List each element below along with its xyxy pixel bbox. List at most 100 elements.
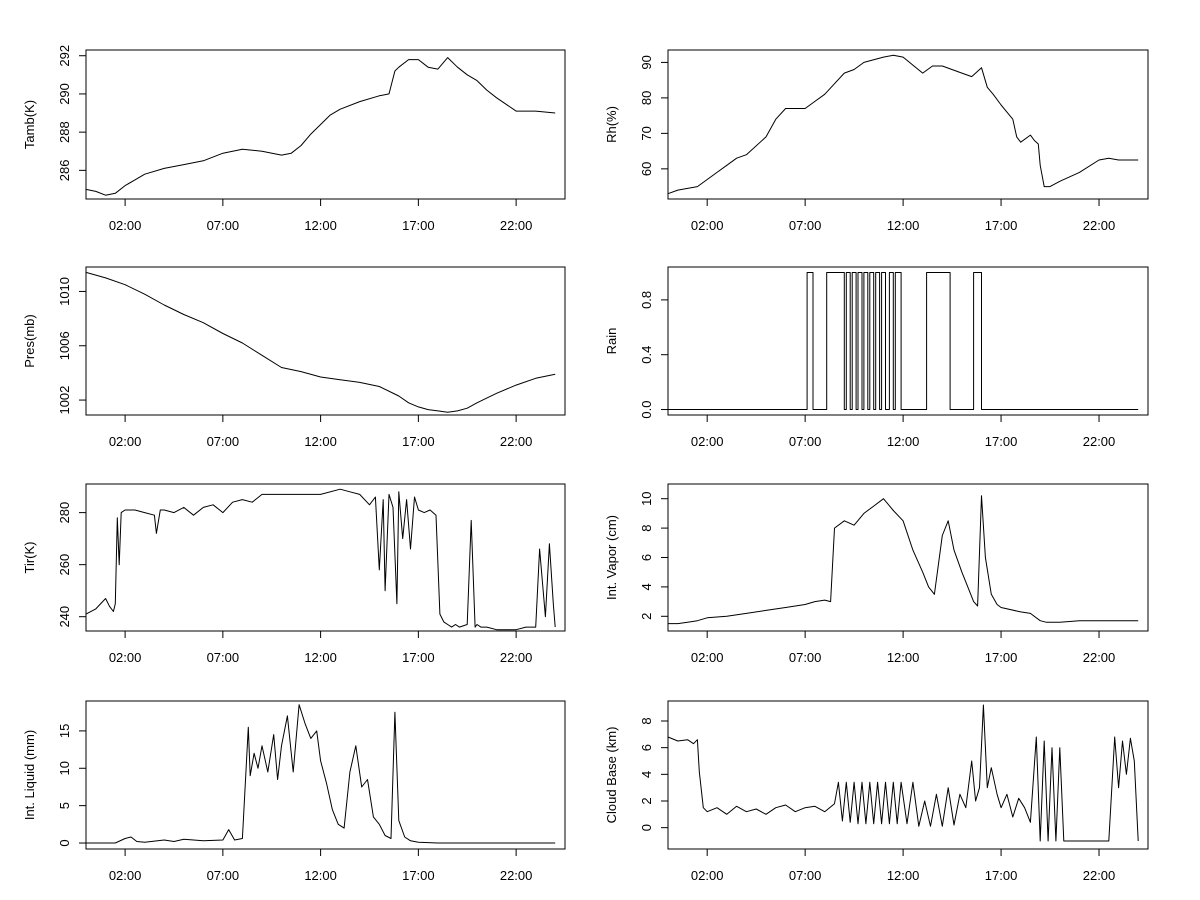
y-tick-label: 286 bbox=[57, 159, 72, 181]
x-tick-label: 07:00 bbox=[207, 218, 240, 233]
panel-4: 02:00 07:00 12:00 17:00 22:00 0.0 0.4 0.8 Rain bbox=[604, 266, 1149, 449]
series-line bbox=[667, 54, 1139, 195]
panel-7: 02:00 07:00 12:00 17:00 22:00 0 5 10 15 Int. Liqu… bbox=[22, 700, 566, 883]
series-line bbox=[85, 271, 556, 413]
plot-frame bbox=[667, 700, 1149, 850]
x-tick-label: 17:00 bbox=[985, 868, 1018, 883]
series-line bbox=[668, 495, 1139, 625]
x-tick-label: 22:00 bbox=[500, 434, 533, 449]
panel-6: 02:00 07:00 12:00 17:00 22:00 2 4 6 8 10 Int. Vapo… bbox=[604, 483, 1149, 665]
y-tick-label: 280 bbox=[57, 502, 72, 524]
x-tick-label: 22:00 bbox=[1083, 218, 1116, 233]
y-axis-label: Pres(mb) bbox=[22, 314, 37, 367]
y-tick-label: 8 bbox=[639, 524, 654, 531]
y-axis-label: Int. Vapor (cm) bbox=[604, 515, 619, 600]
series-line bbox=[86, 704, 556, 844]
plot-frame bbox=[85, 483, 566, 632]
y-tick-label: 10 bbox=[639, 491, 654, 505]
y-tick-label: 260 bbox=[57, 554, 72, 576]
x-tick-label: 17:00 bbox=[985, 218, 1018, 233]
x-tick-label: 17:00 bbox=[402, 218, 435, 233]
x-tick-label: 17:00 bbox=[402, 650, 435, 665]
y-tick-label: 290 bbox=[57, 83, 72, 105]
plot-frame bbox=[85, 49, 566, 200]
x-tick-label: 02:00 bbox=[691, 218, 724, 233]
x-tick-label: 07:00 bbox=[207, 650, 240, 665]
x-tick-label: 17:00 bbox=[985, 650, 1018, 665]
x-tick-label: 02:00 bbox=[109, 650, 142, 665]
x-tick-label: 07:00 bbox=[789, 868, 822, 883]
x-tick-label: 12:00 bbox=[887, 218, 920, 233]
y-tick-label: 1002 bbox=[57, 386, 72, 415]
plot-frame bbox=[85, 266, 566, 416]
x-tick-label: 22:00 bbox=[500, 650, 533, 665]
y-tick-label: 4 bbox=[639, 771, 654, 778]
x-tick-label: 07:00 bbox=[789, 218, 822, 233]
y-tick-label: 70 bbox=[639, 126, 654, 140]
series-line bbox=[85, 57, 556, 196]
y-tick-label: 6 bbox=[639, 744, 654, 751]
plot-frame bbox=[85, 700, 566, 850]
y-axis-label: Int. Liquid (mm) bbox=[22, 730, 37, 820]
y-tick-label: 8 bbox=[639, 717, 654, 724]
series-line bbox=[85, 488, 556, 631]
x-tick-label: 12:00 bbox=[887, 868, 920, 883]
x-tick-label: 17:00 bbox=[985, 434, 1018, 449]
x-tick-label: 07:00 bbox=[789, 650, 822, 665]
y-tick-label: 6 bbox=[639, 554, 654, 561]
y-tick-label: 0.8 bbox=[639, 291, 654, 309]
y-tick-label: 80 bbox=[639, 91, 654, 105]
y-axis-label: Tir(K) bbox=[22, 541, 37, 573]
y-tick-label: 2 bbox=[639, 797, 654, 804]
x-tick-label: 22:00 bbox=[1083, 868, 1116, 883]
x-tick-label: 12:00 bbox=[304, 650, 337, 665]
y-tick-label: 5 bbox=[57, 802, 72, 809]
y-tick-label: 0 bbox=[57, 839, 72, 846]
x-tick-label: 02:00 bbox=[691, 434, 724, 449]
y-tick-label: 90 bbox=[639, 55, 654, 69]
x-tick-label: 17:00 bbox=[402, 868, 435, 883]
y-tick-label: 0 bbox=[639, 824, 654, 831]
y-tick-label: 292 bbox=[57, 45, 72, 67]
y-tick-label: 0.4 bbox=[639, 346, 654, 364]
x-tick-label: 22:00 bbox=[500, 218, 533, 233]
x-tick-label: 02:00 bbox=[109, 434, 142, 449]
x-tick-label: 22:00 bbox=[1083, 434, 1116, 449]
x-tick-label: 17:00 bbox=[402, 434, 435, 449]
x-tick-label: 12:00 bbox=[887, 434, 920, 449]
y-tick-label: 240 bbox=[57, 606, 72, 628]
plot-frame bbox=[667, 266, 1149, 416]
y-tick-label: 288 bbox=[57, 121, 72, 143]
x-tick-label: 07:00 bbox=[207, 434, 240, 449]
x-tick-label: 22:00 bbox=[1083, 650, 1116, 665]
x-tick-label: 02:00 bbox=[691, 868, 724, 883]
x-tick-label: 02:00 bbox=[109, 868, 142, 883]
panel-3: 02:00 07:00 12:00 17:00 22:00 1002 1006 1010 Pre… bbox=[22, 266, 566, 449]
panel-5: 02:00 07:00 12:00 17:00 22:00 240 260 280 Tir(K) bbox=[22, 483, 566, 665]
x-tick-label: 12:00 bbox=[304, 434, 337, 449]
x-tick-label: 02:00 bbox=[691, 650, 724, 665]
x-tick-label: 12:00 bbox=[304, 868, 337, 883]
y-tick-label: 0.0 bbox=[639, 400, 654, 418]
y-axis-label: Rh(%) bbox=[604, 106, 619, 143]
x-tick-label: 12:00 bbox=[887, 650, 920, 665]
series-line bbox=[667, 704, 1139, 842]
y-axis-label: Tamb(K) bbox=[22, 100, 37, 149]
series-line bbox=[668, 272, 1139, 410]
panel-1: 02:00 07:00 12:00 17:00 22:00 286 288 290 292 Tam… bbox=[22, 45, 566, 233]
y-tick-label: 1006 bbox=[57, 331, 72, 360]
y-tick-label: 60 bbox=[639, 162, 654, 176]
y-axis-label: Rain bbox=[604, 328, 619, 355]
x-tick-label: 07:00 bbox=[789, 434, 822, 449]
y-axis-label: Cloud Base (km) bbox=[604, 727, 619, 824]
x-tick-label: 07:00 bbox=[207, 868, 240, 883]
y-tick-label: 2 bbox=[639, 613, 654, 620]
y-tick-label: 15 bbox=[57, 724, 72, 738]
panel-2: 02:00 07:00 12:00 17:00 22:00 60 70 80 90 Rh(%) bbox=[604, 49, 1149, 233]
panel-8: 02:00 07:00 12:00 17:00 22:00 0 2 4 6 8 Cloud Base… bbox=[604, 700, 1149, 883]
plot-frame bbox=[667, 49, 1149, 200]
y-tick-label: 1010 bbox=[57, 277, 72, 306]
y-tick-label: 4 bbox=[639, 583, 654, 590]
y-tick-label: 10 bbox=[57, 761, 72, 775]
x-tick-label: 12:00 bbox=[304, 218, 337, 233]
